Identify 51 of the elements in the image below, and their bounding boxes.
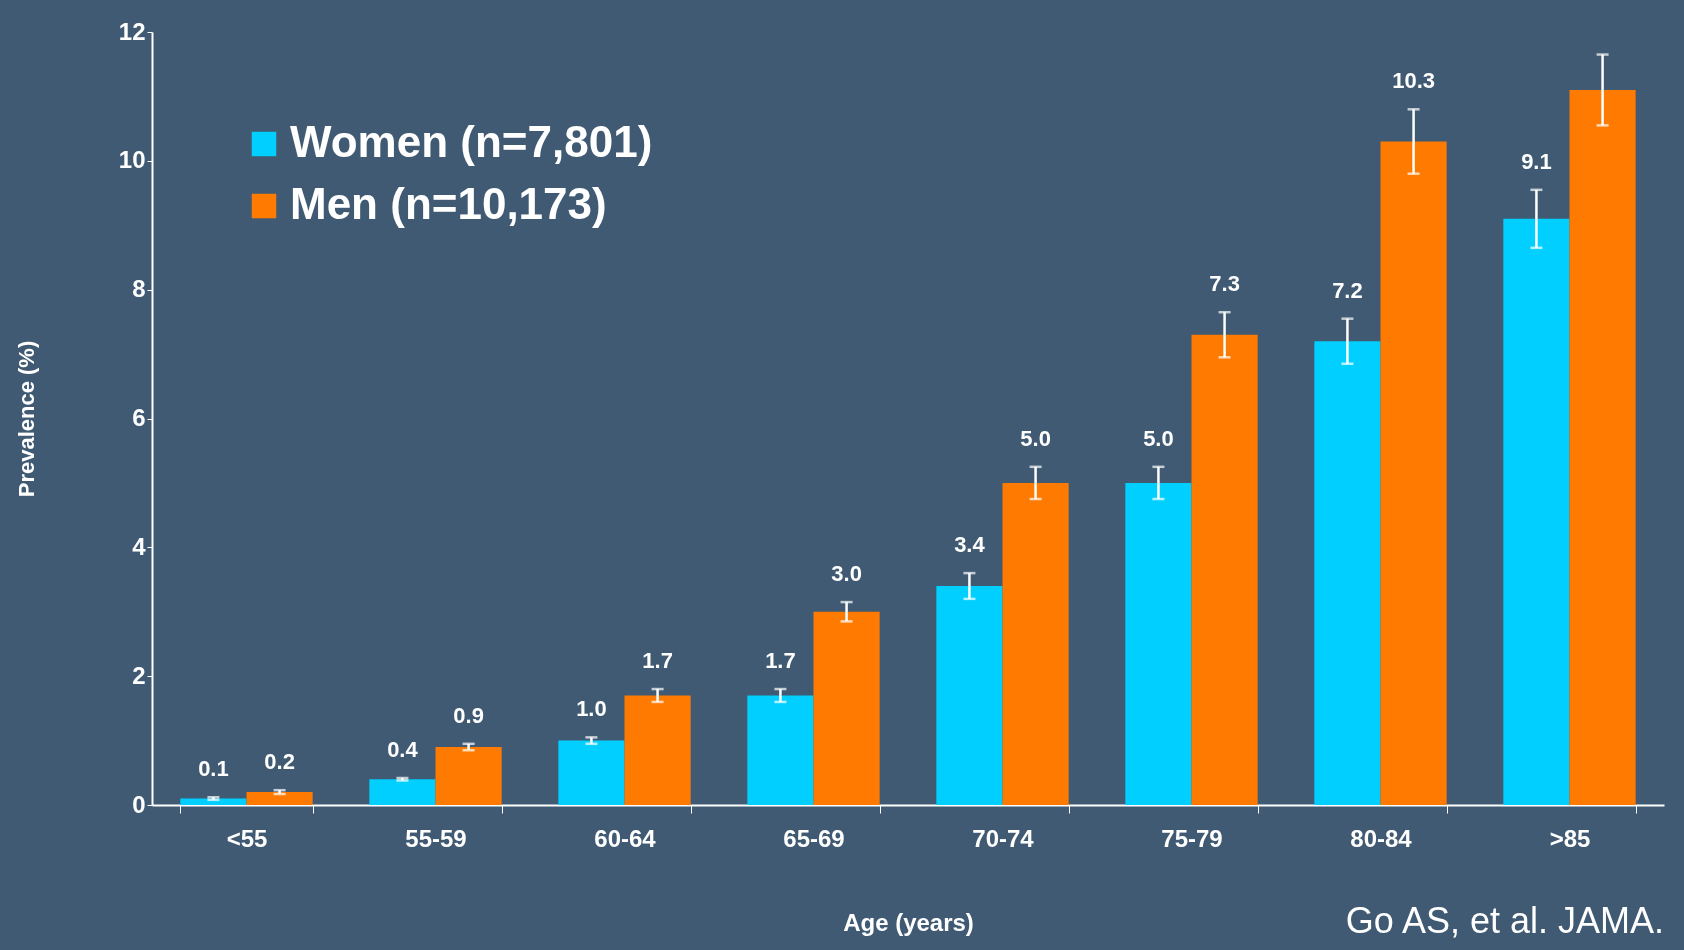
legend-label: Men (n=10,173)	[290, 179, 607, 228]
data-label: 1.7	[765, 648, 796, 674]
data-label: 0.4	[387, 736, 419, 762]
data-label: 1.7	[642, 648, 673, 674]
y-tick-label: 10	[118, 146, 146, 174]
y-tick-label: 4	[132, 532, 147, 560]
data-label: 7.2	[1332, 277, 1363, 303]
y-tick-label: 8	[132, 275, 146, 303]
data-label: 5.0	[1143, 425, 1174, 451]
x-tick-label: 55-59	[405, 824, 467, 852]
y-tick-label: 12	[118, 17, 146, 45]
data-label: 1.0	[576, 696, 607, 722]
data-label: 10.3	[1392, 68, 1435, 94]
bar	[1314, 341, 1381, 805]
bar	[1191, 334, 1258, 805]
y-tick-label: 6	[132, 404, 146, 431]
legend-label: Women (n=7,801)	[290, 117, 653, 166]
bar	[369, 779, 436, 805]
bar	[1002, 482, 1069, 805]
bar	[1125, 482, 1192, 805]
bar	[246, 792, 313, 805]
bar	[180, 798, 247, 805]
x-tick-label: 80-84	[1350, 824, 1413, 852]
bar	[1569, 89, 1636, 805]
x-axis-title: Age (years)	[843, 908, 974, 936]
x-tick-label: >85	[1549, 824, 1591, 852]
x-tick-label: 75-79	[1161, 824, 1223, 852]
bar	[1503, 218, 1570, 805]
data-label: 0.9	[453, 702, 484, 728]
y-tick-label: 2	[132, 661, 146, 689]
y-axis-title: Prevalence (%)	[13, 340, 39, 498]
data-label: 7.3	[1209, 271, 1240, 297]
bar	[1380, 141, 1447, 805]
data-label: 0.2	[264, 749, 295, 775]
data-label: 0.1	[198, 756, 229, 782]
data-label: 5.0	[1020, 425, 1051, 451]
bar	[747, 695, 814, 805]
y-tick-label: 0	[132, 790, 146, 818]
data-label: 3.4	[954, 532, 986, 558]
x-tick-label: <55	[226, 824, 268, 852]
data-label: 3.0	[831, 561, 862, 587]
bar	[936, 585, 1003, 805]
text: Go AS, et al. JAMA.	[1345, 900, 1664, 941]
bar	[435, 747, 502, 805]
x-tick-label: 60-64	[594, 824, 657, 852]
x-tick-label: 70-74	[972, 824, 1035, 852]
bar	[558, 740, 625, 805]
bar	[624, 695, 691, 805]
bar	[813, 611, 880, 805]
x-tick-label: 65-69	[783, 824, 845, 852]
data-label: 9.1	[1521, 148, 1552, 174]
